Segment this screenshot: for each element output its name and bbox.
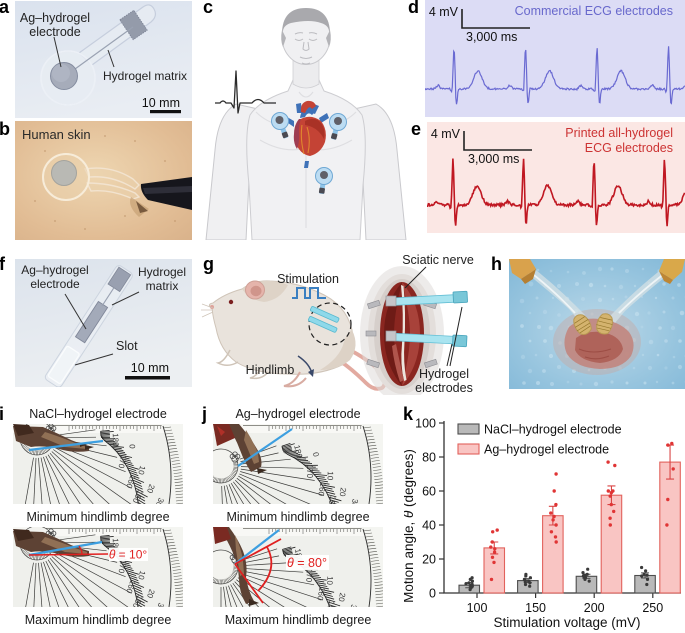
svg-text:20: 20 [145, 483, 157, 495]
svg-text:4 mV: 4 mV [431, 127, 461, 141]
svg-text:40: 40 [422, 519, 436, 533]
svg-text:100: 100 [467, 601, 488, 615]
svg-text:20: 20 [336, 592, 347, 603]
svg-text:180: 180 [111, 433, 120, 447]
svg-text:Commercial ECG electrodes: Commercial ECG electrodes [515, 4, 673, 18]
svg-text:200: 200 [584, 601, 605, 615]
svg-text:electrode: electrode [29, 25, 80, 39]
svg-text:3,000 ms: 3,000 ms [468, 152, 519, 166]
svg-text:10: 10 [326, 471, 335, 481]
svg-text:30: 30 [347, 603, 358, 607]
svg-text:NaCl–hydrogel electrode: NaCl–hydrogel electrode [484, 423, 622, 437]
svg-text:160: 160 [316, 482, 327, 497]
svg-text:30: 30 [349, 498, 360, 504]
svg-text:10 mm: 10 mm [131, 361, 169, 375]
svg-text:Slot: Slot [116, 339, 138, 353]
svg-text:170: 170 [116, 559, 128, 574]
svg-text:Hindlimb: Hindlimb [246, 363, 295, 377]
svg-text:180: 180 [111, 538, 120, 552]
svg-text:160: 160 [315, 586, 326, 601]
svg-text:4 mV: 4 mV [429, 5, 459, 19]
svg-text:Ag–hydrogel electrode: Ag–hydrogel electrode [484, 443, 609, 457]
svg-text:electrode: electrode [30, 277, 80, 291]
svg-text:100: 100 [415, 417, 436, 431]
svg-text:3,000 ms: 3,000 ms [466, 30, 517, 44]
svg-text:150: 150 [324, 600, 336, 607]
svg-text:0: 0 [429, 587, 436, 601]
svg-text:electrodes: electrodes [415, 381, 473, 395]
svg-text:170: 170 [116, 454, 128, 469]
svg-text:20: 20 [422, 553, 436, 567]
svg-text:Sciatic nerve: Sciatic nerve [402, 253, 474, 267]
svg-text:10: 10 [136, 465, 147, 476]
svg-text:Hydrogel matrix: Hydrogel matrix [103, 69, 187, 83]
svg-text:0: 0 [128, 444, 137, 449]
svg-text:250: 250 [642, 601, 663, 615]
svg-text:Hydrogel: Hydrogel [138, 265, 186, 279]
svg-text:Stimulation: Stimulation [277, 272, 339, 286]
svg-text:Motion angle, θ (degrees): Motion angle, θ (degrees) [404, 449, 416, 603]
svg-text:Human skin: Human skin [22, 127, 91, 142]
svg-text:Hydrogel: Hydrogel [419, 367, 469, 381]
svg-text:Stimulation voltage (mV): Stimulation voltage (mV) [493, 615, 640, 630]
svg-text:10 mm: 10 mm [142, 96, 180, 110]
svg-text:Printed all-hydrogel: Printed all-hydrogel [565, 126, 673, 140]
svg-text:Ag–hydrogel: Ag–hydrogel [20, 11, 90, 25]
svg-text:60: 60 [422, 485, 436, 499]
svg-text:170: 170 [304, 569, 313, 583]
svg-text:170: 170 [305, 465, 314, 479]
svg-text:180: 180 [292, 444, 304, 460]
svg-text:30: 30 [154, 496, 166, 504]
svg-text:150: 150 [326, 495, 338, 504]
svg-text:30: 30 [154, 601, 166, 607]
svg-text:θ = 80°: θ = 80° [287, 556, 327, 570]
svg-text:150: 150 [525, 601, 546, 615]
svg-text:80: 80 [422, 451, 436, 465]
svg-text:θ = 10°: θ = 10° [109, 548, 148, 562]
svg-text:ECG electrodes: ECG electrodes [585, 141, 673, 155]
svg-text:matrix: matrix [146, 279, 179, 293]
svg-text:10: 10 [325, 576, 334, 586]
svg-text:10: 10 [136, 570, 147, 581]
svg-text:20: 20 [145, 588, 157, 600]
svg-text:20: 20 [338, 487, 348, 498]
svg-text:Ag–hydrogel: Ag–hydrogel [21, 263, 88, 277]
svg-text:0: 0 [311, 451, 321, 458]
